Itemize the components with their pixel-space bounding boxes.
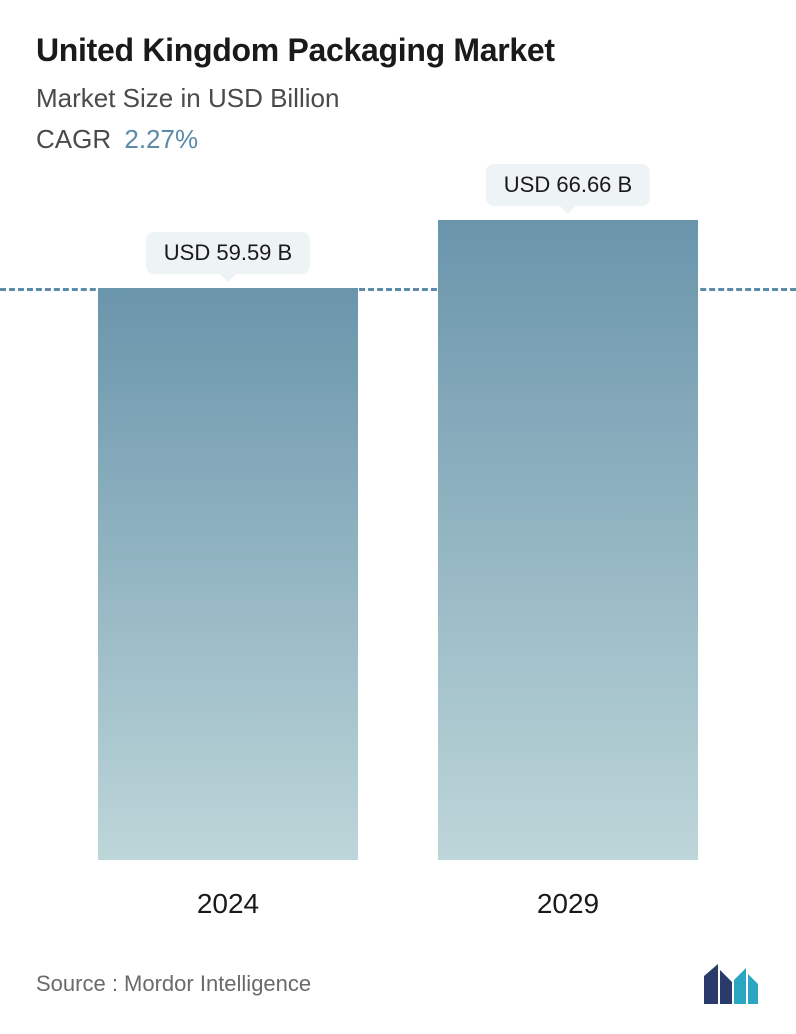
chart-title: United Kingdom Packaging Market: [36, 32, 760, 69]
bars-container: USD 59.59 B USD 66.66 B: [0, 220, 796, 860]
value-pill: USD 59.59 B: [146, 232, 310, 274]
chart-area: USD 59.59 B USD 66.66 B 2024 2029: [0, 220, 796, 920]
brand-logo-icon: [702, 962, 760, 1006]
cagr-line: CAGR 2.27%: [36, 124, 760, 155]
bar-group: USD 59.59 B: [98, 288, 358, 860]
source-text: Source : Mordor Intelligence: [36, 971, 311, 997]
bar: USD 66.66 B: [438, 220, 698, 860]
chart-subtitle: Market Size in USD Billion: [36, 83, 760, 114]
value-pill: USD 66.66 B: [486, 164, 650, 206]
bar: USD 59.59 B: [98, 288, 358, 860]
chart-header: United Kingdom Packaging Market Market S…: [0, 0, 796, 155]
x-axis-label: 2024: [98, 888, 358, 920]
x-axis-labels: 2024 2029: [0, 888, 796, 920]
cagr-value: 2.27%: [124, 124, 198, 154]
x-axis-label: 2029: [438, 888, 698, 920]
cagr-label: CAGR: [36, 124, 111, 154]
bar-group: USD 66.66 B: [438, 220, 698, 860]
chart-footer: Source : Mordor Intelligence: [36, 962, 760, 1006]
